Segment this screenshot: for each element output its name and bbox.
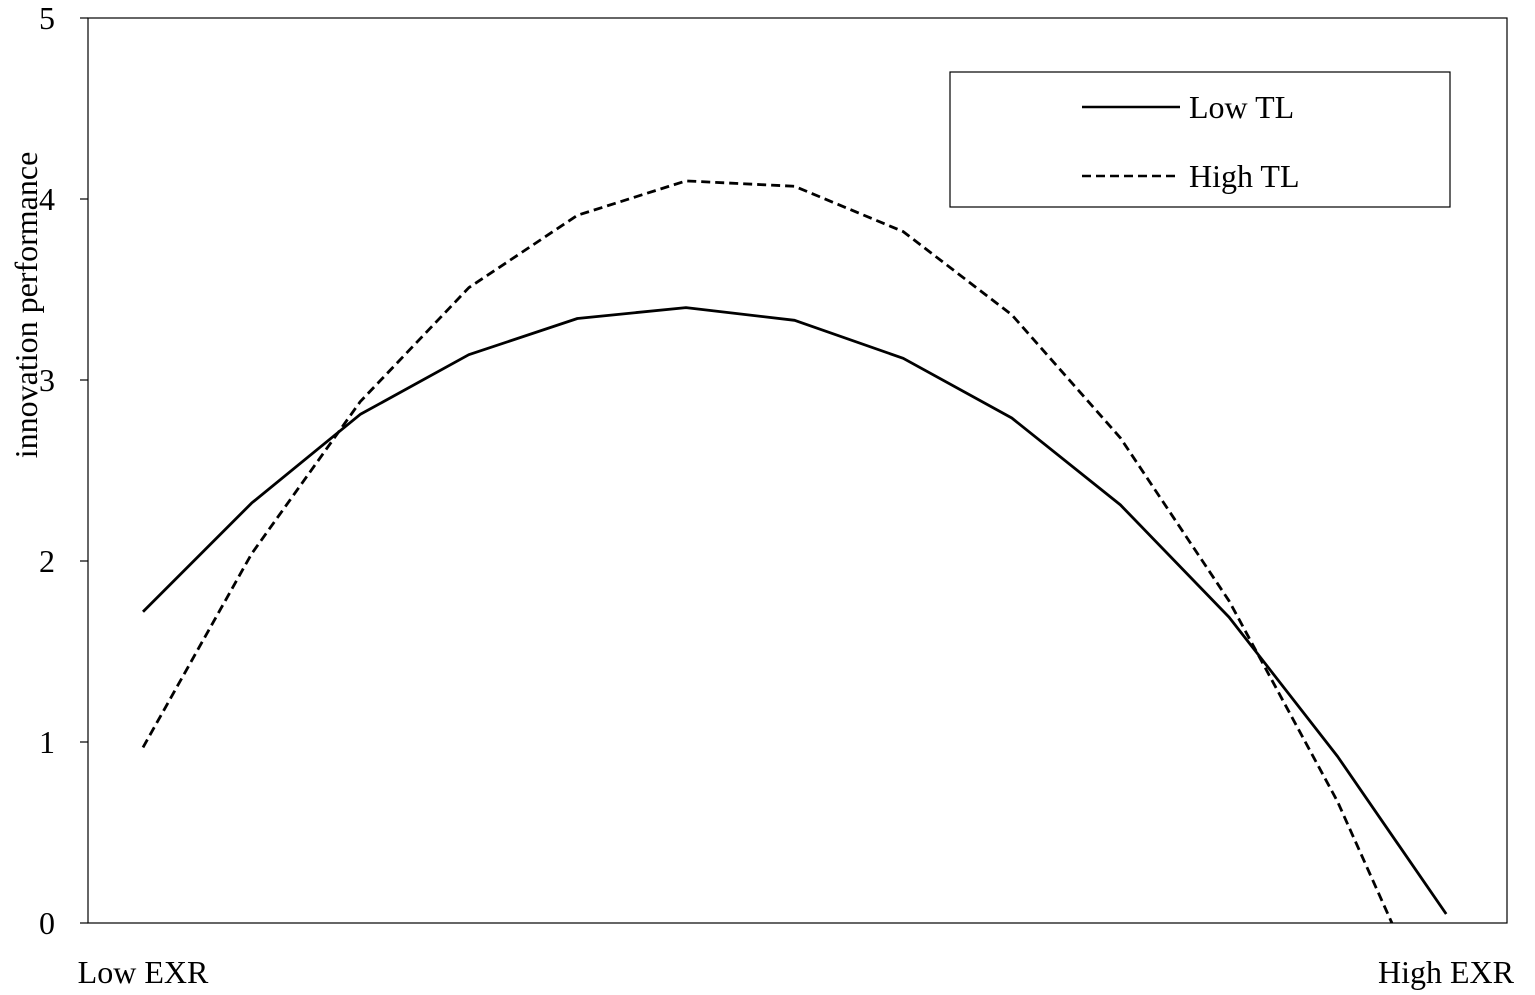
plot-area-border — [87, 17, 1508, 924]
legend: Low TL High TL — [949, 71, 1451, 208]
y-axis: 0 1 2 3 4 5 — [39, 0, 88, 941]
y-tick-label: 5 — [39, 0, 55, 36]
y-tick-label: 1 — [39, 724, 55, 760]
legend-box — [949, 71, 1451, 208]
y-tick-label: 2 — [39, 543, 55, 579]
x-axis-end-label: High EXR — [1378, 954, 1515, 990]
series-line-high-tl — [141, 179, 1394, 924]
legend-high-tl-label: High TL — [1189, 158, 1300, 194]
y-tick-label: 3 — [39, 362, 55, 398]
y-tick-label: 0 — [39, 905, 55, 941]
series-line-low-tl — [142, 306, 1448, 915]
legend-low-tl-label: Low TL — [1189, 89, 1294, 125]
series-lines — [141, 179, 1448, 924]
x-axis-start-label: Low EXR — [78, 954, 209, 990]
y-tick-label: 4 — [39, 181, 55, 217]
y-axis-title: innovation performance — [8, 152, 44, 459]
